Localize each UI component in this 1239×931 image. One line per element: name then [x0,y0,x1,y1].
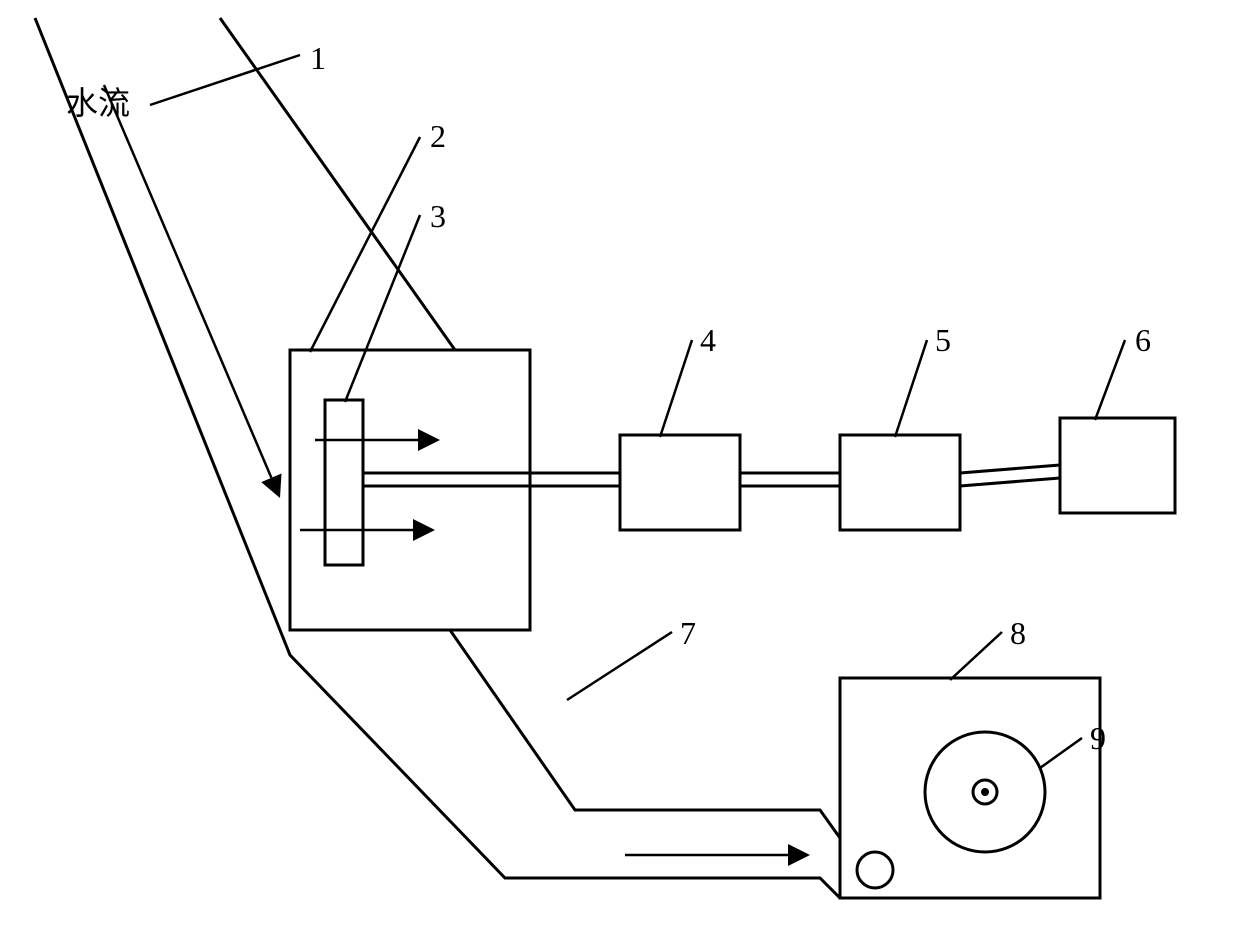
diagram-canvas [0,0,1239,931]
box-4 [620,435,740,530]
wheel-9-center-dot [981,788,989,796]
box-3-impeller [325,400,363,565]
box-5 [840,435,960,530]
shaft-5-6-bottom [960,478,1060,486]
leader-4 [660,340,692,437]
label-4: 4 [700,322,716,359]
leader-5 [895,340,927,437]
pipe-7-upper-wall [450,630,840,838]
box-8 [840,678,1100,898]
label-7: 7 [680,615,696,652]
flow-label: 水流 [66,78,130,124]
arrow-pipe7_flow-head [788,844,810,866]
label-6: 6 [1135,322,1151,359]
label-8: 8 [1010,615,1026,652]
pipe-7-lower-wall [258,575,840,898]
box-6 [1060,418,1175,513]
small-roller [857,852,893,888]
arrow-to_box3_bottom-head [413,519,435,541]
leader-7 [567,632,672,700]
leader-8 [950,632,1002,680]
shaft-5-6-top [960,465,1060,473]
label-5: 5 [935,322,951,359]
leader-3 [345,215,420,402]
leader-9 [1040,738,1082,768]
leader-6 [1095,340,1125,420]
label-1: 1 [310,40,326,77]
arrow-to_box3_top-head [418,429,440,451]
label-2: 2 [430,118,446,155]
arrow-inlet_flow-shaft [104,85,271,478]
label-3: 3 [430,198,446,235]
label-9: 9 [1090,720,1106,757]
